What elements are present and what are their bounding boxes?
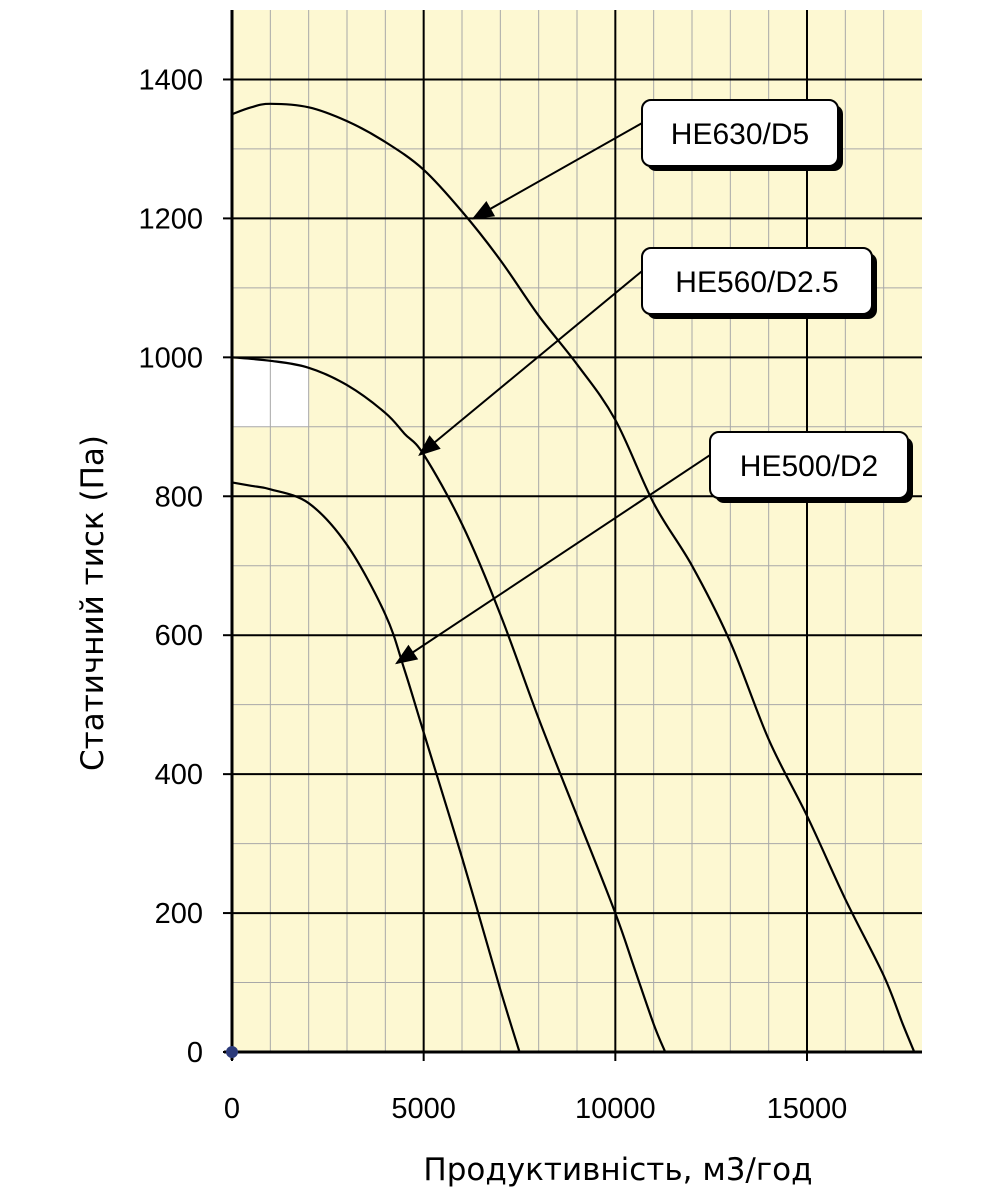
x-tick-label: 15000 — [767, 1093, 848, 1125]
plot-white-patch — [234, 359, 309, 427]
callout-box — [709, 431, 909, 499]
axes — [223, 10, 922, 1061]
y-tick-label: 800 — [155, 481, 203, 513]
x-tick-label: 5000 — [391, 1093, 456, 1125]
x-tick-label: 0 — [224, 1093, 240, 1125]
callout-label: HE560/D2.5 — [675, 266, 838, 299]
callout-1: HE560/D2.5 — [418, 247, 877, 456]
origin-marker — [226, 1046, 238, 1058]
callout-label: HE630/D5 — [671, 118, 809, 151]
series-lines — [231, 102, 916, 1053]
y-tick-label: 1000 — [138, 342, 203, 374]
y-tick-label: 200 — [155, 898, 203, 930]
major-grid — [232, 10, 922, 1052]
callout-arrow — [471, 122, 643, 220]
series-line-1 — [231, 356, 667, 1053]
y-tick-labels: 0 200 400 600 800 1000 1200 1400 — [138, 64, 203, 1069]
callouts: HE630/D5 HE560/D2.5 HE500/D2 — [395, 99, 913, 665]
x-axis-title: Продуктивність, м3/год — [423, 1152, 812, 1188]
y-tick-label: 400 — [155, 759, 203, 791]
callout-box — [641, 247, 873, 315]
series-line-0 — [231, 102, 916, 1053]
callout-arrow — [418, 270, 643, 456]
callout-box — [641, 99, 839, 167]
callout-arrow — [395, 454, 711, 665]
series-line-2 — [231, 481, 521, 1053]
callout-2: HE500/D2 — [395, 431, 913, 665]
x-tick-label: 10000 — [575, 1093, 656, 1125]
y-tick-label: 1200 — [138, 203, 203, 235]
y-tick-label: 600 — [155, 620, 203, 652]
y-axis-title: Статичний тиск (Па) — [75, 435, 111, 771]
y-tick-label: 1400 — [138, 64, 203, 96]
x-tick-labels: 0 5000 10000 15000 — [224, 1093, 847, 1125]
y-tick-label: 0 — [187, 1037, 203, 1069]
callout-label: HE500/D2 — [740, 450, 878, 483]
callout-0: HE630/D5 — [471, 99, 843, 220]
